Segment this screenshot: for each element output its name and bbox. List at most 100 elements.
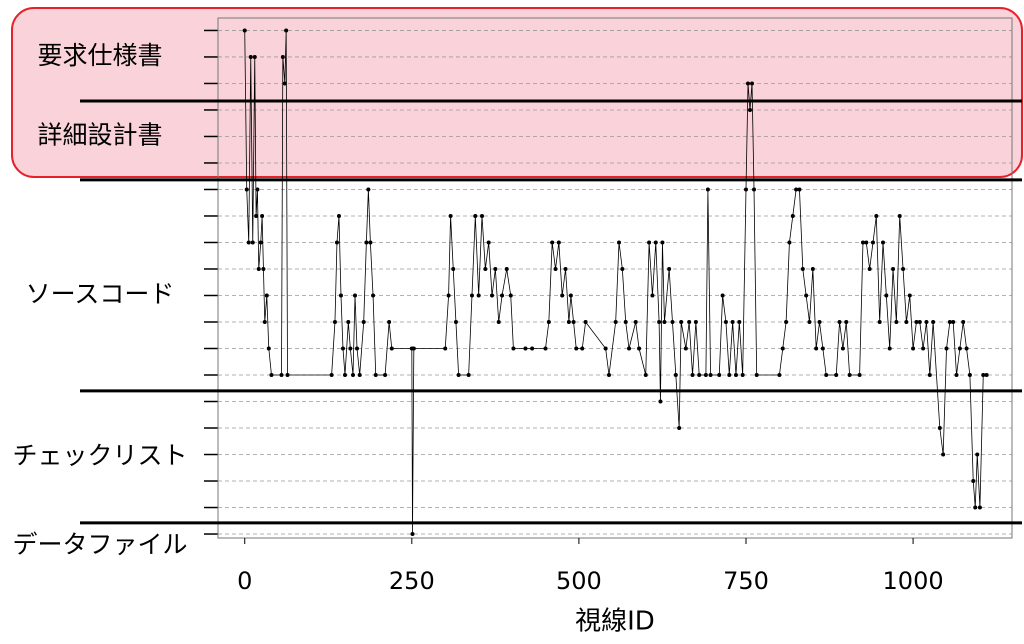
data-point bbox=[824, 373, 829, 378]
highlight-box bbox=[11, 7, 1023, 178]
data-point bbox=[817, 319, 822, 324]
data-point bbox=[568, 293, 573, 298]
data-point bbox=[921, 346, 926, 351]
data-point bbox=[708, 373, 713, 378]
data-point bbox=[269, 373, 274, 378]
data-point bbox=[446, 293, 451, 298]
data-point bbox=[814, 346, 819, 351]
data-point bbox=[496, 319, 501, 324]
data-point bbox=[357, 373, 362, 378]
data-point bbox=[931, 319, 936, 324]
data-point bbox=[334, 240, 339, 245]
data-point bbox=[285, 373, 290, 378]
data-point bbox=[834, 373, 839, 378]
data-point bbox=[794, 187, 799, 192]
data-point bbox=[667, 266, 672, 271]
data-point bbox=[571, 319, 576, 324]
y-tick-label: データファイル bbox=[12, 530, 187, 559]
data-point bbox=[957, 346, 962, 351]
data-point bbox=[927, 373, 932, 378]
data-point bbox=[877, 319, 882, 324]
data-point bbox=[944, 346, 949, 351]
data-point bbox=[261, 266, 266, 271]
data-point bbox=[881, 240, 886, 245]
data-point bbox=[329, 373, 334, 378]
data-point bbox=[690, 373, 695, 378]
data-point bbox=[907, 293, 912, 298]
data-point bbox=[837, 319, 842, 324]
data-point bbox=[723, 319, 728, 324]
data-point bbox=[754, 373, 759, 378]
data-point bbox=[255, 187, 260, 192]
data-point bbox=[810, 266, 815, 271]
data-point bbox=[693, 319, 698, 324]
data-point bbox=[256, 266, 261, 271]
data-point bbox=[260, 213, 265, 218]
data-point bbox=[705, 187, 710, 192]
data-point bbox=[703, 373, 708, 378]
data-point bbox=[351, 373, 356, 378]
data-point bbox=[780, 346, 785, 351]
data-point bbox=[860, 240, 865, 245]
data-point bbox=[784, 319, 789, 324]
data-point bbox=[580, 346, 585, 351]
data-point bbox=[954, 373, 959, 378]
data-point bbox=[901, 266, 906, 271]
data-point bbox=[553, 266, 558, 271]
data-point bbox=[336, 213, 341, 218]
data-point bbox=[730, 319, 735, 324]
data-point bbox=[371, 293, 376, 298]
data-point bbox=[348, 346, 353, 351]
data-point bbox=[748, 107, 753, 112]
data-point bbox=[717, 373, 722, 378]
data-point bbox=[864, 240, 869, 245]
data-point bbox=[574, 346, 579, 351]
data-point bbox=[914, 319, 919, 324]
data-point bbox=[244, 187, 249, 192]
data-point bbox=[546, 319, 551, 324]
data-point bbox=[387, 319, 392, 324]
data-point bbox=[355, 346, 360, 351]
data-point bbox=[679, 319, 684, 324]
x-tick-label: 500 bbox=[556, 567, 602, 595]
data-point bbox=[560, 293, 565, 298]
data-point bbox=[258, 240, 263, 245]
data-point bbox=[658, 399, 663, 404]
data-point bbox=[338, 293, 343, 298]
data-point bbox=[583, 319, 588, 324]
data-point bbox=[657, 319, 662, 324]
data-point bbox=[981, 373, 986, 378]
data-point bbox=[353, 293, 358, 298]
data-point bbox=[617, 240, 622, 245]
data-point bbox=[606, 373, 611, 378]
data-point bbox=[787, 240, 792, 245]
data-point bbox=[904, 319, 909, 324]
data-point bbox=[252, 54, 257, 59]
data-point bbox=[733, 373, 738, 378]
data-point bbox=[451, 266, 456, 271]
data-point bbox=[443, 346, 448, 351]
data-point bbox=[473, 213, 478, 218]
data-point bbox=[662, 319, 667, 324]
data-point bbox=[264, 293, 269, 298]
data-point bbox=[511, 346, 516, 351]
data-point bbox=[971, 479, 976, 484]
data-point bbox=[673, 373, 678, 378]
data-point bbox=[874, 213, 879, 218]
data-point bbox=[550, 240, 555, 245]
data-point bbox=[483, 266, 488, 271]
data-point bbox=[720, 293, 725, 298]
data-point bbox=[961, 319, 966, 324]
data-point bbox=[884, 293, 889, 298]
data-point bbox=[947, 319, 952, 324]
data-point bbox=[254, 213, 259, 218]
data-point bbox=[366, 187, 371, 192]
data-point bbox=[373, 373, 378, 378]
data-point bbox=[740, 373, 745, 378]
data-point bbox=[637, 346, 642, 351]
data-point bbox=[250, 240, 255, 245]
data-point bbox=[840, 346, 845, 351]
data-point bbox=[563, 266, 568, 271]
data-point bbox=[627, 346, 632, 351]
data-point bbox=[490, 293, 495, 298]
